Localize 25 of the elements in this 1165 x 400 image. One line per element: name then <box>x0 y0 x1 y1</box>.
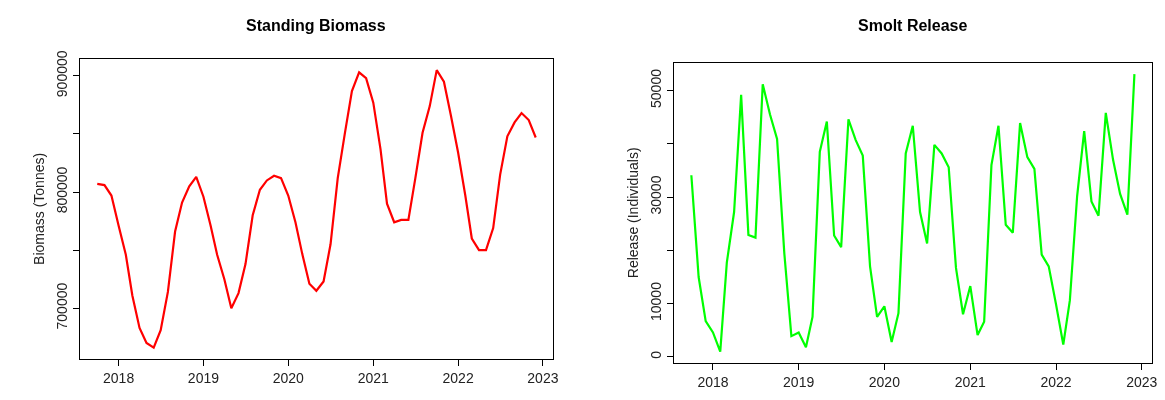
x-tick-label: 2023 <box>1126 373 1158 390</box>
line-series <box>96 69 537 349</box>
y-tick-label: 800000 <box>53 166 70 214</box>
y-axis-title: Release (Individuals) <box>624 147 641 279</box>
y-tick-label: 0 <box>647 350 664 359</box>
chart-title: Standing Biomass <box>246 17 386 34</box>
x-tick-label: 2021 <box>357 369 390 386</box>
y-tick-label: 900000 <box>53 50 70 98</box>
x-tick-label: 2022 <box>442 369 474 386</box>
x-tick-label: 2019 <box>187 369 220 386</box>
y-axis-title: Biomass (Tonnes) <box>30 152 47 265</box>
x-tick-label: 2020 <box>272 369 305 386</box>
x-tick-label: 2018 <box>103 369 135 386</box>
y-tick-label: 10000 <box>647 281 664 322</box>
x-tick-label: 2021 <box>954 373 987 390</box>
x-tick-label: 2019 <box>783 373 815 390</box>
y-tick-label: 30000 <box>647 175 664 215</box>
x-tick-label: 2022 <box>1040 373 1072 390</box>
x-tick-label: 2023 <box>527 369 559 386</box>
line-series <box>690 72 1136 353</box>
y-tick-label: 50000 <box>647 68 664 108</box>
x-tick-label: 2020 <box>868 373 901 390</box>
chart-title: Smolt Release <box>858 17 968 34</box>
y-tick-label: 700000 <box>53 282 70 330</box>
x-tick-label: 2018 <box>697 373 729 390</box>
